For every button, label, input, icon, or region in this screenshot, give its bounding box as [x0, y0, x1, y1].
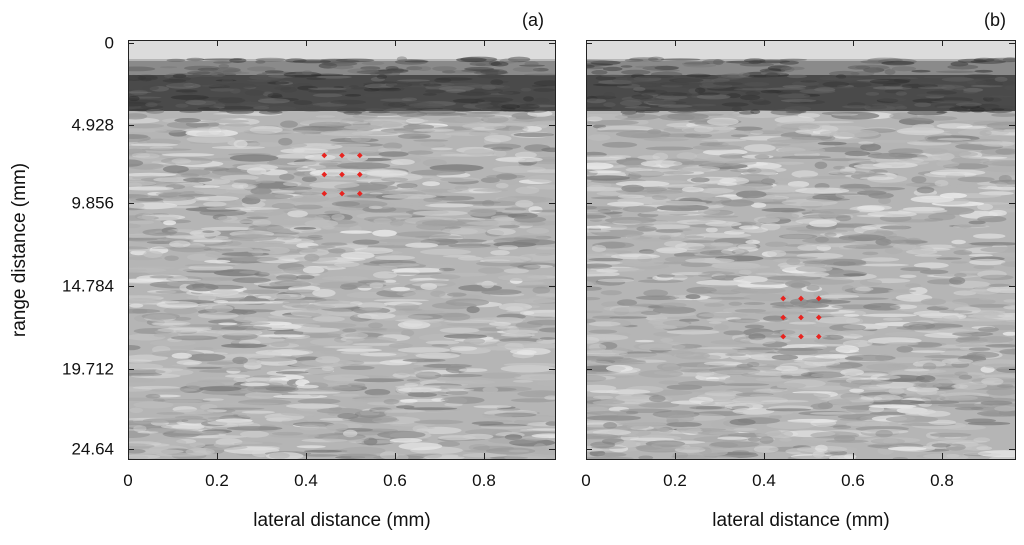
axis-tick — [586, 449, 592, 450]
axis-tick — [128, 286, 134, 287]
axis-tick — [586, 203, 592, 204]
y-tick-label: 24.64 — [71, 439, 114, 459]
y-tick-label: 9.856 — [71, 193, 114, 213]
speckle-texture — [587, 41, 1015, 459]
axis-tick — [675, 40, 676, 46]
axis-tick — [128, 203, 134, 204]
axis-tick — [217, 40, 218, 46]
y-tick-label: 19.712 — [62, 359, 114, 379]
speckle-texture — [129, 41, 555, 459]
red-marker — [339, 190, 345, 197]
x-axis-title-a: lateral distance (mm) — [253, 510, 431, 531]
axis-tick — [128, 43, 134, 44]
x-axis-title-b: lateral distance (mm) — [712, 510, 890, 531]
x-tick-label: 0.8 — [930, 471, 954, 490]
axis-tick — [1009, 203, 1015, 204]
axis-tick — [586, 43, 592, 44]
axis-tick — [549, 449, 555, 450]
x-tick-label: 0 — [123, 471, 133, 490]
red-marker — [321, 190, 328, 197]
y-tick-label: 14.784 — [62, 276, 114, 296]
red-marker — [798, 314, 804, 321]
axis-tick — [128, 125, 134, 126]
axis-tick — [586, 125, 592, 126]
axis-tick — [549, 203, 555, 204]
axis-tick — [1009, 286, 1015, 287]
axis-tick — [853, 40, 854, 46]
axis-tick — [675, 453, 676, 459]
axis-tick — [764, 40, 765, 46]
axis-tick — [1009, 43, 1015, 44]
red-marker — [339, 152, 345, 159]
x-tick-label: 0 — [581, 471, 591, 490]
axis-tick — [853, 453, 854, 459]
axis-tick — [395, 40, 396, 46]
axis-tick — [549, 125, 555, 126]
red-marker — [798, 295, 804, 302]
ultrasound-image-a — [128, 40, 556, 460]
axis-tick — [484, 40, 485, 46]
axis-tick — [395, 453, 396, 459]
axis-tick — [942, 40, 943, 46]
x-tick-label: 0.4 — [752, 471, 776, 490]
red-marker — [356, 152, 363, 159]
red-marker — [321, 171, 328, 178]
y-axis-title: range distance (mm) — [9, 162, 30, 338]
red-marker — [356, 190, 363, 197]
axis-tick — [128, 453, 129, 459]
red-marker — [321, 152, 328, 159]
axis-tick — [586, 369, 592, 370]
axis-tick — [128, 369, 134, 370]
axis-tick — [1009, 125, 1015, 126]
x-tick-label: 0.6 — [383, 471, 407, 490]
axis-tick — [128, 449, 134, 450]
panel-label-b: (b) — [984, 10, 1006, 30]
axis-tick — [306, 453, 307, 459]
axis-tick — [549, 369, 555, 370]
axis-tick — [764, 453, 765, 459]
axis-tick — [484, 453, 485, 459]
panel-label-a: (a) — [522, 10, 544, 30]
axis-tick — [586, 453, 587, 459]
axis-tick — [549, 43, 555, 44]
axis-tick — [549, 286, 555, 287]
red-marker — [356, 171, 363, 178]
red-marker — [339, 171, 345, 178]
x-tick-label: 0.4 — [294, 471, 318, 490]
axis-tick — [942, 453, 943, 459]
axis-tick — [217, 453, 218, 459]
y-tick-label: 0 — [104, 33, 114, 53]
axis-tick — [1009, 449, 1015, 450]
axis-tick — [586, 286, 592, 287]
axis-tick — [1009, 369, 1015, 370]
x-tick-label: 0.6 — [841, 471, 865, 490]
x-tick-label: 0.2 — [663, 471, 687, 490]
red-marker — [798, 333, 804, 340]
ultrasound-image-b — [586, 40, 1016, 460]
x-tick-label: 0.8 — [472, 471, 496, 490]
y-tick-label: 4.928 — [71, 115, 114, 135]
axis-tick — [306, 40, 307, 46]
x-tick-label: 0.2 — [205, 471, 229, 490]
